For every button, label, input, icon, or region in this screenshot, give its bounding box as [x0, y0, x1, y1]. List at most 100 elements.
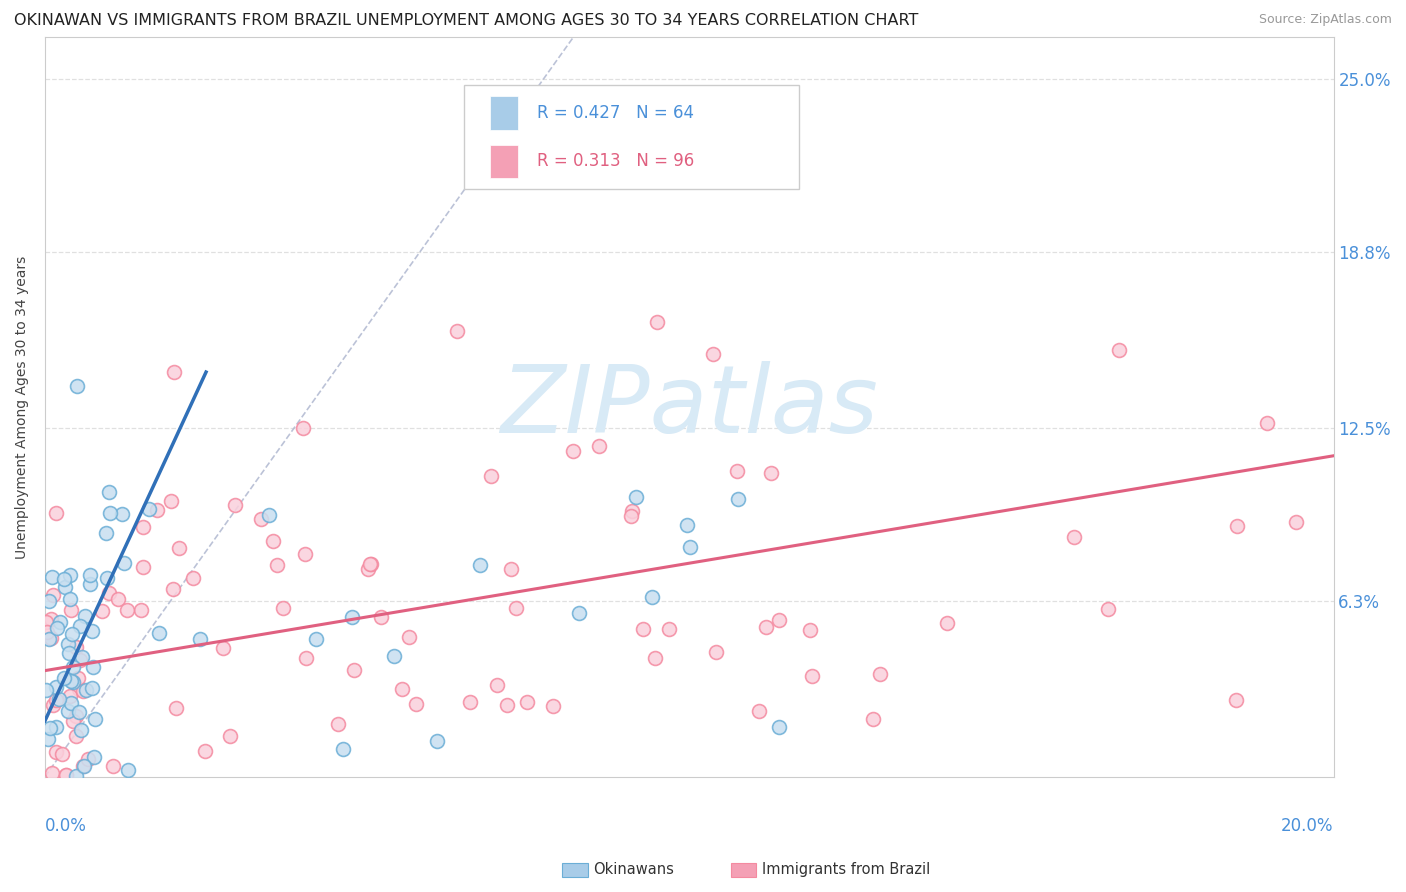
Point [328, 717, 350, 731]
Point [257, 508, 280, 523]
Point [405, 697, 427, 711]
FancyBboxPatch shape [464, 86, 799, 189]
Point [800, 669, 823, 683]
Point [194, 744, 217, 758]
Point [103, 758, 125, 772]
Point [56, 704, 79, 718]
Point [291, 421, 314, 435]
Point [266, 558, 288, 573]
Point [748, 704, 770, 718]
Point [83, 750, 105, 764]
Point [515, 696, 537, 710]
Point [768, 721, 790, 735]
Point [58, 592, 80, 607]
Point [53, 580, 76, 594]
Point [505, 600, 527, 615]
Point [75, 608, 97, 623]
Point [132, 520, 155, 534]
Point [72, 649, 94, 664]
Point [755, 620, 778, 634]
Point [82, 660, 104, 674]
Text: OKINAWAN VS IMMIGRANTS FROM BRAZIL UNEMPLOYMENT AMONG AGES 30 TO 34 YEARS CORREL: OKINAWAN VS IMMIGRANTS FROM BRAZIL UNEMP… [14, 13, 918, 29]
Point [96, 570, 118, 584]
Point [631, 622, 654, 636]
Point [90, 604, 112, 618]
Point [138, 502, 160, 516]
Point [35, 682, 58, 697]
Point [65, 729, 87, 743]
Point [44, 721, 66, 735]
Point [49, 615, 72, 629]
Point [80, 624, 103, 638]
Point [645, 315, 668, 329]
Point [53, 572, 76, 586]
Point [862, 712, 884, 726]
Bar [489, 96, 517, 129]
Point [38, 632, 60, 646]
Point [295, 651, 318, 665]
Point [65, 769, 87, 783]
Point [1108, 343, 1130, 358]
Point [69, 619, 91, 633]
Point [1256, 416, 1278, 430]
Point [41, 765, 63, 780]
Point [479, 469, 502, 483]
Point [35, 615, 58, 629]
Point [59, 690, 82, 704]
Bar [489, 145, 517, 178]
Point [936, 616, 959, 631]
Point [45, 621, 67, 635]
Point [42, 588, 65, 602]
Point [1285, 516, 1308, 530]
Point [35, 624, 58, 639]
Point [1097, 602, 1119, 616]
Point [62, 714, 84, 728]
Point [359, 557, 381, 571]
Point [65, 709, 87, 723]
Point [181, 571, 204, 585]
Point [167, 541, 190, 556]
Point [41, 698, 63, 713]
Point [69, 723, 91, 737]
Point [52, 671, 75, 685]
Point [58, 637, 80, 651]
Text: Okinawans: Okinawans [593, 863, 675, 877]
Point [294, 547, 316, 561]
Point [132, 559, 155, 574]
Point [658, 623, 681, 637]
Point [69, 653, 91, 667]
Point [75, 683, 97, 698]
Point [165, 701, 187, 715]
Point [624, 490, 647, 504]
Point [332, 742, 354, 756]
Point [41, 631, 63, 645]
Point [211, 640, 233, 655]
Point [107, 592, 129, 607]
Point [37, 731, 59, 746]
Point [262, 534, 284, 549]
Point [45, 506, 67, 520]
Point [67, 681, 90, 696]
Point [159, 493, 181, 508]
Text: ZIPatlas: ZIPatlas [501, 361, 879, 452]
Point [250, 512, 273, 526]
Point [72, 758, 94, 772]
Point [38, 722, 60, 736]
Point [117, 603, 139, 617]
Point [678, 540, 700, 554]
Point [370, 610, 392, 624]
Point [62, 674, 84, 689]
Text: R = 0.427   N = 64: R = 0.427 N = 64 [537, 104, 695, 122]
Point [51, 747, 73, 761]
Point [55, 768, 77, 782]
Point [162, 582, 184, 596]
Point [588, 439, 610, 453]
Text: Source: ZipAtlas.com: Source: ZipAtlas.com [1258, 13, 1392, 27]
Point [1226, 518, 1249, 533]
Point [72, 759, 94, 773]
Point [382, 649, 405, 664]
Point [45, 693, 67, 707]
Point [398, 630, 420, 644]
Point [620, 509, 643, 524]
Point [676, 518, 699, 533]
